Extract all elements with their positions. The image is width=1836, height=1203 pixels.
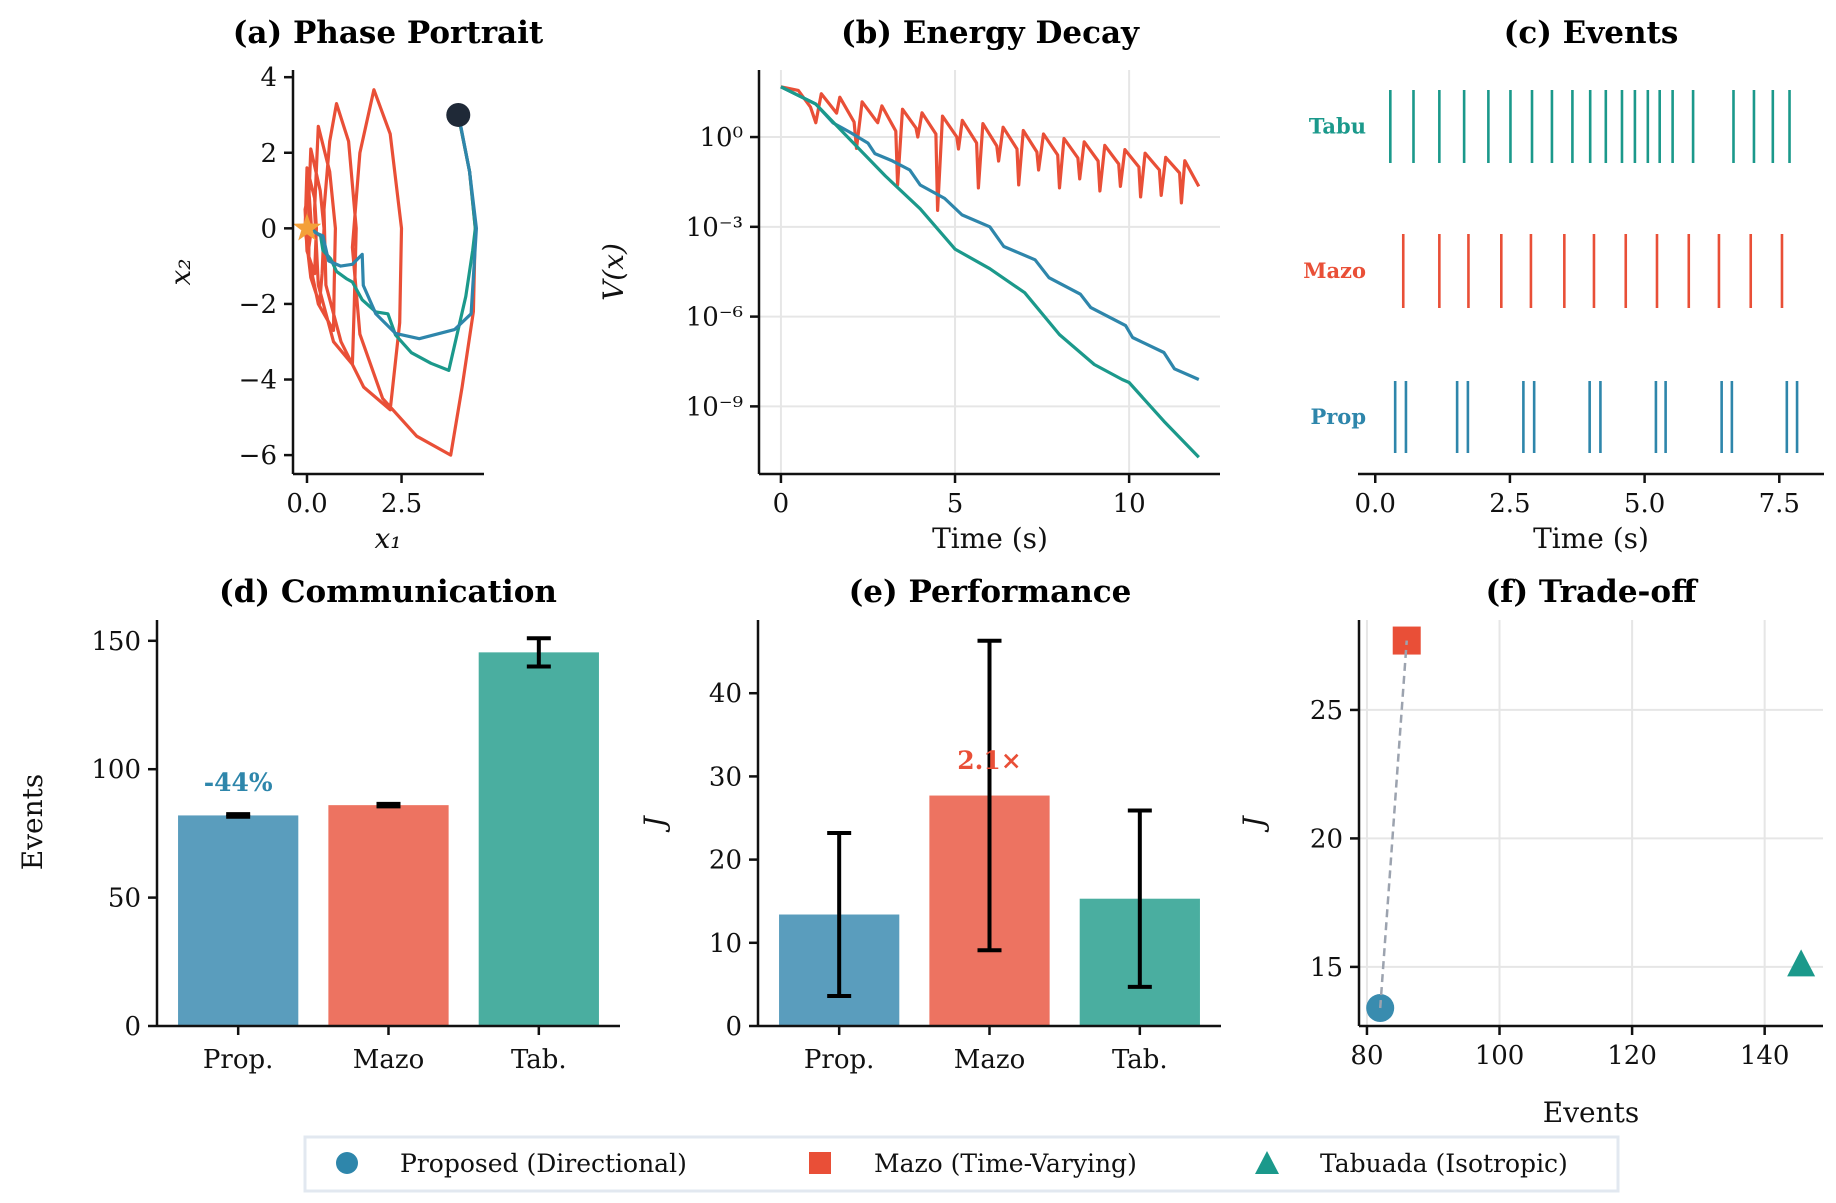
panel-f-x-tick-label: 120 — [1607, 1041, 1657, 1071]
panel-a-y-tick-label: −4 — [239, 366, 277, 396]
panel-a-xlabel: x₁ — [374, 522, 401, 555]
panel-b-ylabel: V(x) — [597, 243, 630, 301]
bar-mazo — [328, 805, 449, 1026]
panel-f-xlabel: Events — [1543, 1096, 1639, 1129]
panel-c-x-tick-label: 2.5 — [1489, 489, 1530, 519]
phase-trajectory-mazo — [303, 88, 477, 457]
panel-b-x-tick-label: 10 — [1113, 489, 1146, 519]
panel-c-xlabel: Time (s) — [1533, 522, 1649, 555]
panel-a-y-tick-label: 2 — [260, 139, 277, 169]
panel-d-y-tick-label: 50 — [108, 884, 141, 914]
panel-e-title: (e) Performance — [849, 574, 1132, 610]
panel-a-title: (a) Phase Portrait — [233, 15, 544, 51]
panel-e-category-label: Tab. — [1112, 1045, 1168, 1075]
energy-line-proposed — [780, 85, 1200, 381]
panel-b-x-tick-label: 5 — [947, 489, 964, 519]
panel-f-x-tick-label: 100 — [1475, 1041, 1525, 1071]
legend-marker-square-icon — [809, 1152, 831, 1174]
panel-e-y-tick-label: 20 — [709, 846, 742, 876]
panel-e-y-tick-label: 40 — [709, 679, 742, 709]
legend-marker-triangle-icon — [1255, 1151, 1279, 1174]
panel-d-category-label: Tab. — [511, 1045, 567, 1075]
panel-f-title: (f) Trade-off — [1485, 574, 1699, 610]
panel-d-title: (d) Communication — [219, 574, 557, 610]
start-point-marker — [446, 102, 471, 127]
equilibrium-star-icon — [292, 213, 322, 241]
phase-trajectory-tabuada — [311, 114, 477, 372]
axes-layer — [148, 70, 1824, 1035]
panel-e-category-label: Prop. — [804, 1045, 874, 1075]
panel-f-y-tick-label: 20 — [1310, 824, 1343, 854]
panel-f-ylabel: J — [1237, 815, 1270, 833]
panel-b-title: (b) Energy Decay — [841, 15, 1140, 51]
event-row-label-mazo: Mazo — [1303, 258, 1366, 283]
marks-layer — [178, 85, 1816, 1026]
panel-e-y-tick-label: 30 — [709, 762, 742, 792]
panel-f-x-tick-label: 80 — [1350, 1041, 1383, 1071]
legend-label-mazo: Mazo (Time-Varying) — [874, 1149, 1137, 1178]
panel-b-y-tick-label: 10⁻⁹ — [686, 392, 743, 422]
panel-e-ylabel: J — [638, 815, 671, 833]
panel-a-y-tick-label: 0 — [260, 214, 277, 244]
panel-a-y-tick-label: −2 — [239, 290, 277, 320]
panel-c-x-tick-label: 5.0 — [1624, 489, 1665, 519]
panel-c-x-tick-label: 7.5 — [1759, 489, 1800, 519]
panel-d-category-label: Prop. — [203, 1045, 273, 1075]
energy-line-mazo — [780, 85, 1201, 212]
grid-layer — [759, 70, 1823, 1026]
phase-trajectory-proposed — [310, 115, 478, 341]
event-row-label-proposed: Prop — [1310, 404, 1366, 429]
panel-e-y-tick-label: 0 — [725, 1012, 742, 1042]
panel-d-annotation: -44% — [204, 768, 273, 797]
panel-e-y-tick-label: 10 — [709, 929, 742, 959]
panel-a-x-tick-label: 2.5 — [381, 489, 422, 519]
event-row-label-tabuada: Tabu — [1309, 114, 1366, 139]
panel-b-xlabel: Time (s) — [932, 522, 1048, 555]
legend-marker-circle-icon — [336, 1152, 358, 1174]
panel-a-y-tick-label: −6 — [239, 441, 277, 471]
panel-a-x-tick-label: 0.0 — [286, 489, 327, 519]
panel-d-ylabel: Events — [16, 774, 49, 870]
panel-d-y-tick-label: 0 — [124, 1012, 141, 1042]
panel-a-ylabel: x₂ — [164, 258, 197, 285]
bar-tabuada — [478, 652, 599, 1026]
bar-proposed — [178, 815, 299, 1026]
panel-d-category-label: Mazo — [353, 1045, 424, 1075]
panel-c-x-tick-label: 0.0 — [1355, 489, 1396, 519]
legend-frame — [303, 1135, 1620, 1193]
text-layer: (a) Phase Portrait (b) Energy Decay (c) … — [16, 15, 1800, 1129]
panel-a-y-tick-label: 4 — [260, 63, 277, 93]
legend-label-tabuada: Tabuada (Isotropic) — [1320, 1149, 1568, 1178]
panel-b-x-tick-label: 0 — [773, 489, 790, 519]
panel-f-y-tick-label: 15 — [1310, 953, 1343, 983]
energy-line-tabuada — [780, 85, 1200, 459]
panel-b-y-tick-label: 10⁻³ — [686, 213, 743, 243]
tradeoff-connector-line — [1378, 640, 1408, 1009]
panel-f-x-tick-label: 140 — [1740, 1041, 1790, 1071]
panel-d-y-tick-label: 100 — [91, 755, 141, 785]
point-tabuada — [1787, 949, 1816, 977]
panel-c-title: (c) Events — [1504, 15, 1679, 51]
panel-e-category-label: Mazo — [954, 1045, 1025, 1075]
legend: Proposed (Directional) Mazo (Time-Varyin… — [303, 1135, 1620, 1193]
panel-d-y-tick-label: 150 — [91, 627, 141, 657]
panel-b-y-tick-label: 10⁻⁶ — [686, 303, 743, 333]
legend-label-proposed: Proposed (Directional) — [400, 1149, 687, 1178]
panel-b-y-tick-label: 10⁰ — [699, 123, 743, 153]
panel-e-annotation: 2.1× — [957, 746, 1021, 775]
panel-f-y-tick-label: 25 — [1310, 696, 1343, 726]
